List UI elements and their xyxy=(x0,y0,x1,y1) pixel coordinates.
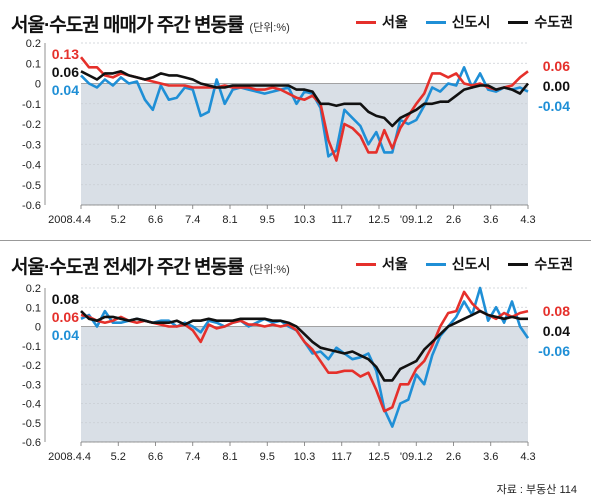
legend-item-capital: 수도권 xyxy=(508,12,573,32)
x-tick-label: 2.6 xyxy=(446,214,461,226)
x-tick-label: 7.4 xyxy=(185,214,200,226)
y-tick-label: -0.6 xyxy=(22,200,41,212)
end-value-label: 0.04 xyxy=(543,323,570,339)
legend-label: 신도시 xyxy=(451,256,491,272)
chart-title-text: 서울·수도권 전세가 주간 변동률 xyxy=(11,257,244,278)
y-tick-label: 0.2 xyxy=(26,38,41,50)
y-tick-label: 0 xyxy=(35,79,41,91)
legend-swatch-black xyxy=(508,262,529,266)
y-tick-label: -0.2 xyxy=(22,119,41,131)
y-tick-label: -0.5 xyxy=(22,180,41,192)
chart-plot-sale: 0.2 0.1 0 -0.1 -0.2 -0.3 -0.4 -0.5 -0.6 2008.4.4 5… xyxy=(22,38,570,226)
start-value-label: 0.06 xyxy=(52,64,79,80)
legend-swatch-blue xyxy=(425,262,446,266)
start-value-label: 0.13 xyxy=(52,46,79,62)
end-value-label: -0.06 xyxy=(538,343,570,359)
legend-label: 신도시 xyxy=(451,14,491,30)
chart-legend: 서울 신도시 수도권 xyxy=(355,12,573,32)
chart-unit: (단위:%) xyxy=(249,22,290,34)
y-tick-label: 0.2 xyxy=(26,283,41,295)
legend-item-newtown: 신도시 xyxy=(425,254,491,274)
legend-item-newtown: 신도시 xyxy=(425,12,491,32)
x-tick-label: 7.4 xyxy=(185,451,200,463)
x-tick-label: 10.3 xyxy=(294,451,315,463)
x-tick-label: '09.1.2 xyxy=(400,214,433,226)
x-tick-label: 4.3 xyxy=(520,214,535,226)
y-tick-label: -0.3 xyxy=(22,379,41,391)
y-tick-label: 0 xyxy=(35,322,41,334)
start-value-label: 0.04 xyxy=(52,327,79,343)
end-value-label: -0.04 xyxy=(538,98,570,114)
start-value-label: 0.06 xyxy=(52,309,79,325)
x-tick-label: 9.5 xyxy=(260,214,275,226)
y-tick-label: -0.4 xyxy=(22,399,41,411)
x-tick-label: 12.5 xyxy=(368,451,389,463)
x-tick-label: 5.2 xyxy=(111,214,126,226)
x-tick-label: 3.6 xyxy=(483,214,498,226)
chart-panel-jeonse: 서울·수도권 전세가 주간 변동률 (단위:%) 서울 신도시 수도권 0.2 0.… xyxy=(0,242,591,474)
legend-swatch-red xyxy=(355,262,376,266)
legend-label: 서울 xyxy=(381,256,408,272)
y-tick-label: 0.1 xyxy=(26,302,41,314)
y-tick-label: -0.1 xyxy=(22,341,41,353)
series-line-capital xyxy=(80,309,528,382)
end-value-label: 0.08 xyxy=(543,303,570,319)
start-value-label: 0.04 xyxy=(52,82,79,98)
legend-swatch-blue xyxy=(425,20,446,24)
x-tick-label: 12.5 xyxy=(368,214,389,226)
legend-swatch-red xyxy=(355,20,376,24)
x-tick-label: 5.2 xyxy=(111,451,126,463)
y-tick-label: -0.5 xyxy=(22,418,41,430)
y-tick-label: -0.2 xyxy=(22,360,41,372)
end-value-label: 0.00 xyxy=(543,78,570,94)
x-tick-label: 2008.4.4 xyxy=(48,214,91,226)
x-tick-label: 8.1 xyxy=(222,451,237,463)
x-tick-label: 3.6 xyxy=(483,451,498,463)
series-line-capital xyxy=(80,70,530,128)
legend-item-seoul: 서울 xyxy=(355,12,408,32)
x-tick-label: 10.3 xyxy=(294,214,315,226)
y-tick-label: -0.1 xyxy=(22,99,41,111)
legend-item-capital: 수도권 xyxy=(508,254,573,274)
legend-item-seoul: 서울 xyxy=(355,254,408,274)
chart-title: 서울·수도권 매매가 주간 변동률 (단위:%) xyxy=(11,10,290,37)
x-tick-label: 2.6 xyxy=(446,451,461,463)
legend-label: 수도권 xyxy=(534,14,573,30)
panel-divider xyxy=(0,240,591,241)
x-tick-label: 2008.4.4 xyxy=(48,451,91,463)
y-tick-label: 0.1 xyxy=(26,58,41,70)
x-tick-label: 6.6 xyxy=(148,451,163,463)
legend-label: 서울 xyxy=(381,14,408,30)
y-tick-label: -0.4 xyxy=(22,160,41,172)
y-tick-label: -0.6 xyxy=(22,437,41,449)
end-value-label: 0.06 xyxy=(543,58,570,74)
x-tick-label: 6.6 xyxy=(148,214,163,226)
legend-swatch-black xyxy=(508,20,529,24)
series-line-newtown xyxy=(80,66,529,158)
x-tick-label: '09.1.2 xyxy=(400,451,433,463)
chart-unit: (단위:%) xyxy=(249,264,290,276)
start-value-label: 0.08 xyxy=(52,291,79,307)
source-note: 자료 : 부동산 114 xyxy=(496,484,577,496)
series-line-seoul xyxy=(79,56,529,162)
x-tick-label: 11.7 xyxy=(331,214,352,226)
chart-panel-sale: 서울·수도권 매매가 주간 변동률 (단위:%) 서울 신도시 수도권 0.2 0.… xyxy=(0,0,591,240)
chart-title: 서울·수도권 전세가 주간 변동률 (단위:%) xyxy=(11,252,290,279)
x-tick-label: 9.5 xyxy=(260,451,275,463)
x-tick-label: 4.3 xyxy=(520,451,535,463)
chart-title-text: 서울·수도권 매매가 주간 변동률 xyxy=(11,15,244,36)
x-tick-label: 11.7 xyxy=(331,451,352,463)
chart-plot-jeonse: 0.2 0.1 0 -0.1 -0.2 -0.3 -0.4 -0.5 -0.6 2008.4.4 5… xyxy=(22,283,570,463)
legend-label: 수도권 xyxy=(534,256,573,272)
chart-legend: 서울 신도시 수도권 xyxy=(355,254,573,274)
x-tick-label: 8.1 xyxy=(222,214,237,226)
y-tick-label: -0.3 xyxy=(22,139,41,151)
